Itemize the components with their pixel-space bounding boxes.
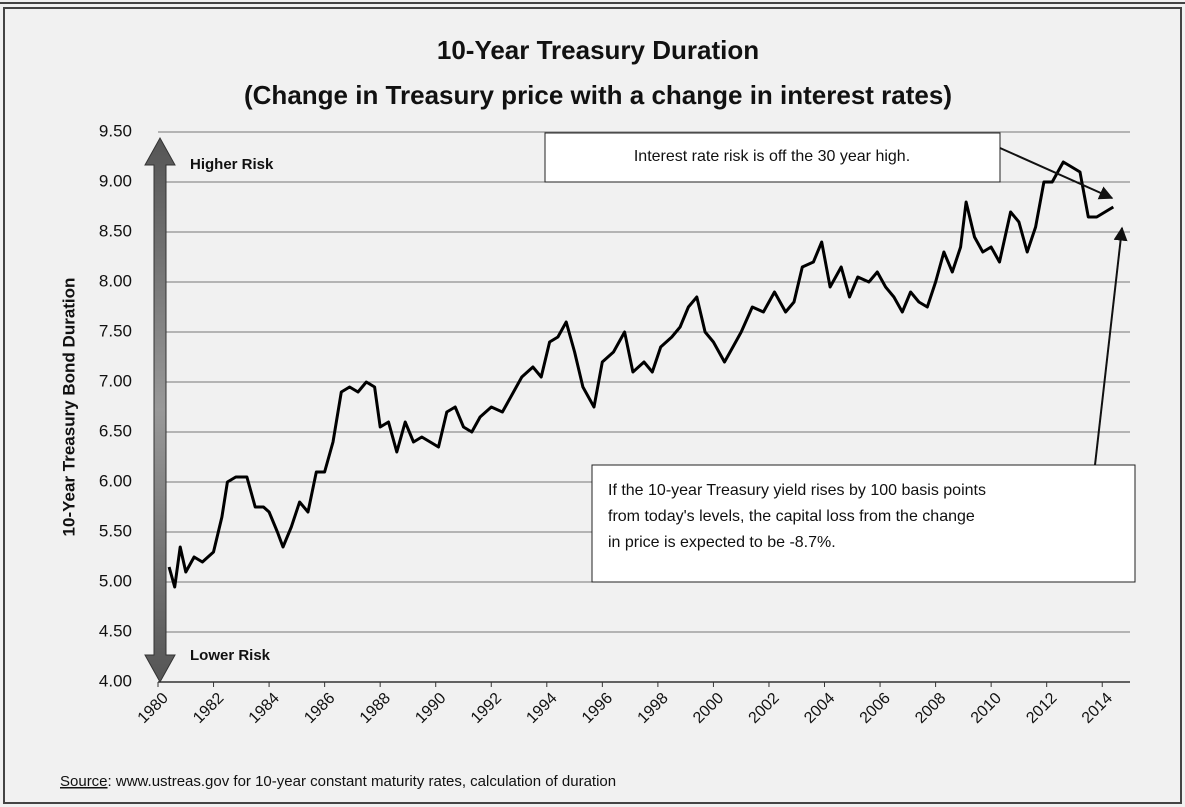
y-tick-label: 6.00 — [99, 471, 132, 490]
risk-low-label: Lower Risk — [190, 647, 271, 664]
note-line: If the 10-year Treasury yield rises by 1… — [608, 482, 986, 499]
y-tick-label: 9.50 — [99, 121, 132, 140]
source-text: : www.ustreas.gov for 10-year constant m… — [108, 773, 617, 790]
y-tick-label: 5.00 — [99, 571, 132, 590]
note-line: in price is expected to be -8.7%. — [608, 534, 836, 551]
frame — [3, 7, 1182, 804]
y-tick-label: 7.50 — [99, 321, 132, 340]
note-arrow — [999, 147, 1114, 200]
y-tick-label: 7.00 — [99, 371, 132, 390]
note-line: from today's levels, the capital loss fr… — [608, 508, 975, 525]
source: Source: www.ustreas.gov for 10-year cons… — [60, 773, 616, 790]
y-tick-label: 4.00 — [99, 671, 132, 690]
chart-title: 10-Year Treasury Duration — [437, 35, 759, 65]
note-box — [591, 464, 1136, 583]
risk-high-label: Higher Risk — [190, 156, 274, 173]
data-line — [167, 160, 1115, 589]
y-tick-label: 5.50 — [99, 521, 132, 540]
chart-subtitle: (Change in Treasury price with a change … — [244, 80, 952, 110]
note-top: Interest rate risk is off the 30 year hi… — [634, 148, 910, 165]
note-bottom: If the 10-year Treasury yield rises by 1… — [608, 482, 986, 551]
note-arrow — [1094, 226, 1128, 466]
y-tick-label: 8.00 — [99, 271, 132, 290]
risk-arrow — [144, 136, 176, 684]
note-box — [544, 132, 1001, 183]
source-label: Source — [60, 773, 108, 790]
y-tick-label: 6.50 — [99, 421, 132, 440]
y-tick-label: 4.50 — [99, 621, 132, 640]
y-axis-label: 10-Year Treasury Bond Duration — [59, 278, 78, 537]
y-tick-label: 9.00 — [99, 171, 132, 190]
y-tick-label: 8.50 — [99, 221, 132, 240]
